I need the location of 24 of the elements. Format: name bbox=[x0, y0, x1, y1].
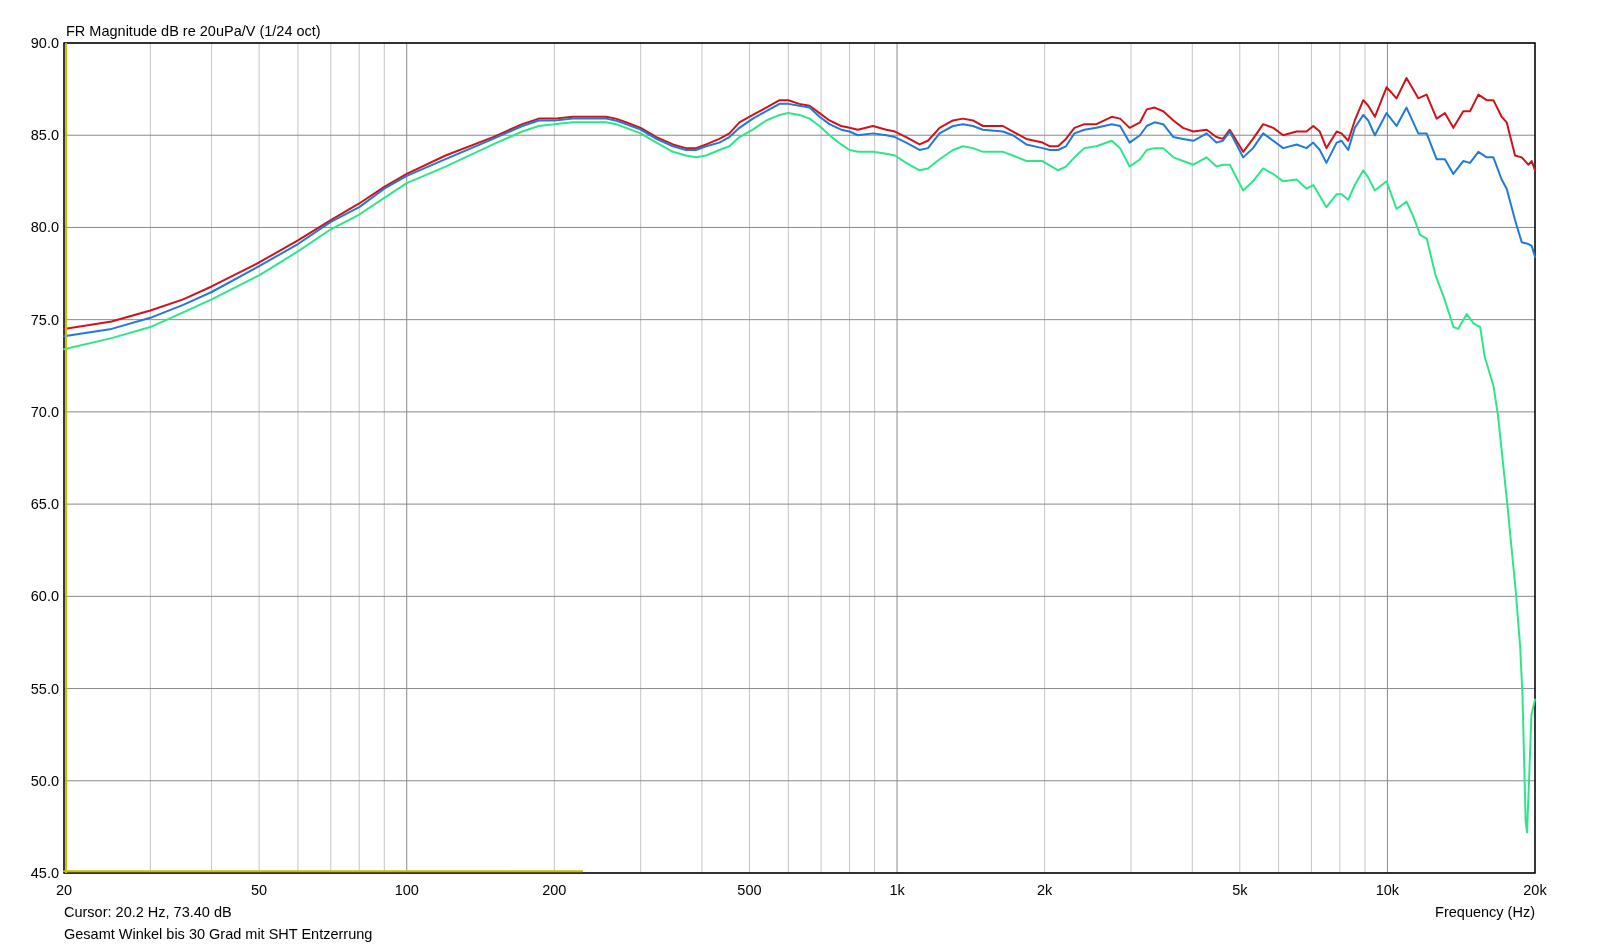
y-tick-label: 70.0 bbox=[30, 403, 59, 420]
x-tick-label: 50 bbox=[251, 882, 268, 898]
x-tick-label: 100 bbox=[394, 882, 419, 898]
y-tick-label: 75.0 bbox=[30, 311, 59, 328]
y-tick-label: 60.0 bbox=[30, 588, 59, 605]
y-tick-label: 80.0 bbox=[30, 219, 59, 236]
x-tick-label: 5k bbox=[1232, 882, 1249, 898]
y-axis-title: FR Magnitude dB re 20uPa/V (1/24 oct) bbox=[66, 23, 321, 39]
x-tick-label: 20k bbox=[1523, 882, 1548, 898]
x-tick-label: 500 bbox=[737, 882, 762, 898]
x-tick-label: 10k bbox=[1375, 882, 1400, 898]
x-tick-label: 20 bbox=[55, 882, 73, 898]
text: Cursor: 20.2 Hz, 73.40 dB bbox=[64, 904, 232, 920]
y-tick-label: 65.0 bbox=[30, 496, 59, 513]
x-axis-title: Frequency (Hz) bbox=[1435, 904, 1535, 920]
y-tick-label: 55.0 bbox=[30, 680, 59, 697]
y-tick-label: 85.0 bbox=[30, 127, 59, 144]
y-tick-label: 50.0 bbox=[30, 772, 59, 789]
x-tick-label: 2k bbox=[1037, 882, 1054, 898]
x-tick-label: 200 bbox=[542, 882, 567, 898]
x-tick-label: 1k bbox=[889, 882, 906, 898]
text: Gesamt Winkel bis 30 Grad mit SHT Entzerrung bbox=[64, 926, 373, 942]
y-tick-label: 90.0 bbox=[30, 35, 59, 51]
y-tick-label: 45.0 bbox=[30, 865, 59, 881]
